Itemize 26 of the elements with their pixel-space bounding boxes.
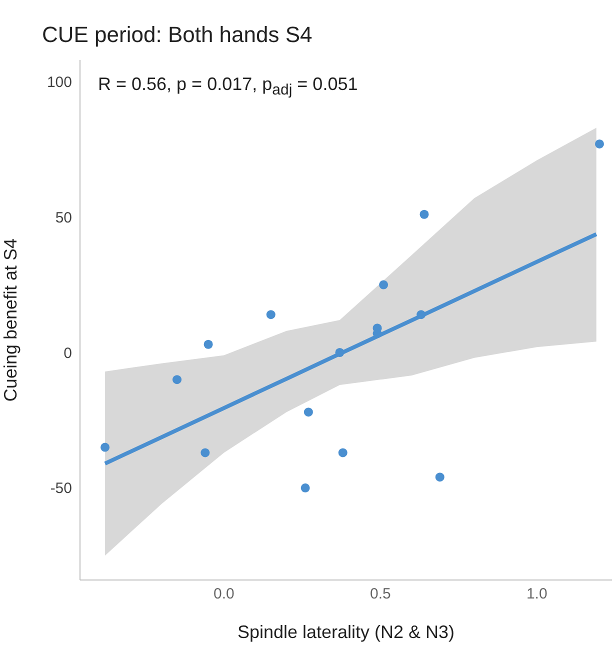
point xyxy=(172,375,182,384)
y-tick-label: -50 xyxy=(50,480,72,498)
point xyxy=(100,442,110,452)
point xyxy=(266,310,276,320)
x-axis-title: Spindle laterality (N2 & N3) xyxy=(237,622,455,642)
line-series xyxy=(103,232,598,466)
annotation: R = 0.56, p = 0.017, p$_{adj}$ = 0.051 xyxy=(98,74,358,99)
y-tick-label: 0 xyxy=(64,344,72,362)
point xyxy=(435,472,444,482)
point xyxy=(594,139,604,148)
y-tick-label: 100 xyxy=(46,74,72,91)
point xyxy=(300,483,310,492)
y-tick-label: 50 xyxy=(55,209,72,226)
point xyxy=(304,408,313,417)
point xyxy=(338,448,348,458)
point xyxy=(420,210,429,219)
point xyxy=(379,280,388,290)
point xyxy=(416,310,426,320)
x-tick-label: 1.0 xyxy=(526,586,548,603)
point xyxy=(204,340,213,349)
x-tick-label: 0.0 xyxy=(214,586,234,603)
point xyxy=(335,348,344,358)
y-axis-title: Cueing benefit at S4 xyxy=(0,238,20,402)
point xyxy=(200,448,210,458)
x-tick-label: 0.5 xyxy=(370,586,391,603)
chart-title: CUE period: Both hands S4 xyxy=(42,22,312,48)
